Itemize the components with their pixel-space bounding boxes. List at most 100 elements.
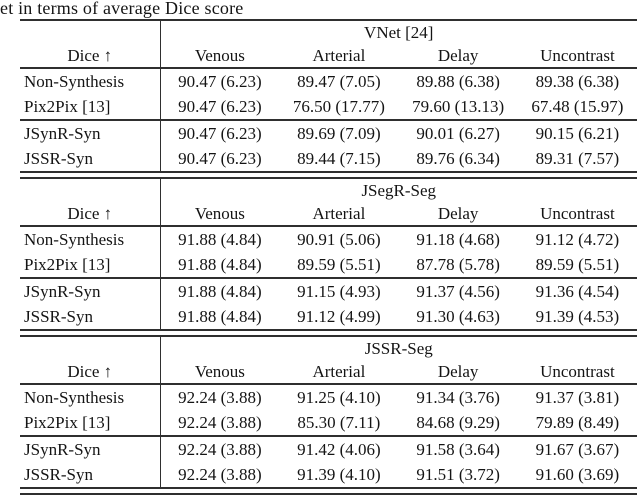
value-cell: 91.88 (4.84)	[178, 281, 262, 301]
value-cell: 91.58 (3.64)	[416, 439, 500, 459]
table-row: Non-Synthesis 92.24 (3.88) 91.25 (4.10) …	[20, 384, 637, 410]
value-cell: 92.24 (3.88)	[178, 439, 262, 459]
value-cell: 84.68 (9.29)	[398, 410, 518, 437]
value-cell: 91.51 (3.72)	[416, 464, 500, 484]
row-label: JSSR-Syn	[20, 304, 161, 330]
row-label: JSSR-Syn	[20, 146, 161, 172]
row-label: Pix2Pix [13]	[20, 94, 161, 121]
value-cell: 89.88 (6.38)	[416, 71, 500, 91]
value-cell: 92.24 (3.88)	[160, 410, 280, 437]
row-label: Non-Synthesis	[20, 226, 161, 252]
col-header-arterial: Arterial	[279, 360, 399, 385]
row-label: JSynR-Syn	[20, 120, 161, 146]
value-cell: 90.91 (5.06)	[297, 229, 381, 249]
value-cell: 90.01 (6.27)	[416, 123, 500, 143]
table-row: JSSR-Syn 92.24 (3.88) 91.39 (4.10) 91.51…	[20, 462, 637, 488]
value-cell: 91.15 (4.93)	[297, 281, 381, 301]
value-cell: 92.24 (3.88)	[178, 387, 262, 407]
section-header-spacer	[20, 336, 161, 360]
section-title: VNet [24]	[364, 22, 434, 42]
value-cell: 90.47 (6.23)	[160, 94, 280, 121]
value-cell: 87.78 (5.78)	[398, 252, 518, 279]
value-cell: 89.76 (6.34)	[416, 148, 500, 168]
dice-header-label: Dice ↑	[20, 202, 161, 227]
value-cell: 91.34 (3.76)	[416, 387, 500, 407]
col-header-uncontrast: Uncontrast	[517, 360, 637, 385]
table-section-vnet: VNet [24] Dice ↑ Venous Arterial Delay U…	[20, 19, 637, 173]
table-row: Non-Synthesis 90.47 (6.23) 89.47 (7.05) …	[20, 68, 637, 94]
section-header-row: VNet [24]	[20, 20, 637, 44]
value-cell: 79.89 (8.49)	[517, 410, 637, 437]
value-cell: 91.25 (4.10)	[297, 387, 381, 407]
table-row: Pix2Pix [13] 92.24 (3.88) 85.30 (7.11) 8…	[20, 410, 637, 437]
value-cell: 91.36 (4.54)	[535, 281, 620, 301]
paper-caption-fragment: et in terms of average Dice score	[0, 0, 244, 18]
value-cell: 91.37 (3.81)	[535, 387, 620, 407]
column-header-row: Dice ↑ Venous Arterial Delay Uncontrast	[20, 202, 637, 227]
value-cell: 90.47 (6.23)	[178, 148, 262, 168]
row-label: Non-Synthesis	[20, 68, 161, 94]
table-row: JSSR-Syn 90.47 (6.23) 89.44 (7.15) 89.76…	[20, 146, 637, 172]
section-header-row: JSegR-Seg	[20, 178, 637, 202]
row-label: Pix2Pix [13]	[20, 410, 161, 437]
section-header-row: JSSR-Seg	[20, 336, 637, 360]
dice-header-label: Dice ↑	[20, 360, 161, 385]
value-cell: 91.18 (4.68)	[416, 229, 500, 249]
section-header-spacer	[20, 20, 161, 44]
value-cell: 89.31 (7.57)	[535, 148, 620, 168]
value-cell: 90.15 (6.21)	[535, 123, 620, 143]
value-cell: 76.50 (17.77)	[279, 94, 399, 121]
value-cell: 89.38 (6.38)	[535, 71, 620, 91]
table-row: Non-Synthesis 91.88 (4.84) 90.91 (5.06) …	[20, 226, 637, 252]
section-title: JSSR-Seg	[364, 338, 433, 358]
col-header-delay: Delay	[398, 360, 518, 385]
col-header-venous: Venous	[160, 360, 280, 385]
value-cell: 89.59 (5.51)	[279, 252, 399, 279]
dice-header-label: Dice ↑	[20, 44, 161, 69]
table-row: JSynR-Syn 91.88 (4.84) 91.15 (4.93) 91.3…	[20, 278, 637, 304]
value-cell: 91.12 (4.99)	[297, 306, 381, 326]
col-header-uncontrast: Uncontrast	[517, 202, 637, 227]
table-section-jsegr-seg: JSegR-Seg Dice ↑ Venous Arterial Delay U…	[20, 177, 637, 331]
value-cell: 91.39 (4.10)	[297, 464, 381, 484]
col-header-delay: Delay	[398, 44, 518, 69]
value-cell: 91.39 (4.53)	[535, 306, 620, 326]
table-row: JSynR-Syn 90.47 (6.23) 89.69 (7.09) 90.0…	[20, 120, 637, 146]
col-header-arterial: Arterial	[279, 202, 399, 227]
col-header-arterial: Arterial	[279, 44, 399, 69]
section-header-spacer	[20, 178, 161, 202]
value-cell: 91.88 (4.84)	[178, 229, 262, 249]
value-cell: 79.60 (13.13)	[398, 94, 518, 121]
value-cell: 89.59 (5.51)	[517, 252, 637, 279]
value-cell: 90.47 (6.23)	[178, 123, 262, 143]
col-header-uncontrast: Uncontrast	[517, 44, 637, 69]
row-label: Pix2Pix [13]	[20, 252, 161, 279]
value-cell: 91.88 (4.84)	[160, 252, 280, 279]
value-cell: 85.30 (7.11)	[279, 410, 399, 437]
value-cell: 91.60 (3.69)	[535, 464, 620, 484]
table-section-jssr-seg: JSSR-Seg Dice ↑ Venous Arterial Delay Un…	[20, 335, 637, 489]
col-header-delay: Delay	[398, 202, 518, 227]
table-row: JSSR-Syn 91.88 (4.84) 91.12 (4.99) 91.30…	[20, 304, 637, 330]
row-label: JSynR-Syn	[20, 278, 161, 304]
row-label: JSynR-Syn	[20, 436, 161, 462]
col-header-venous: Venous	[160, 202, 280, 227]
value-cell: 89.47 (7.05)	[297, 71, 381, 91]
value-cell: 90.47 (6.23)	[178, 71, 262, 91]
value-cell: 92.24 (3.88)	[178, 464, 262, 484]
table-row: Pix2Pix [13] 91.88 (4.84) 89.59 (5.51) 8…	[20, 252, 637, 279]
value-cell: 89.69 (7.09)	[297, 123, 381, 143]
row-label: Non-Synthesis	[20, 384, 161, 410]
table-row: Pix2Pix [13] 90.47 (6.23) 76.50 (17.77) …	[20, 94, 637, 121]
value-cell: 91.67 (3.67)	[535, 439, 620, 459]
value-cell: 67.48 (15.97)	[517, 94, 637, 121]
value-cell: 91.30 (4.63)	[416, 306, 500, 326]
value-cell: 91.88 (4.84)	[178, 306, 262, 326]
value-cell: 91.12 (4.72)	[535, 229, 620, 249]
col-header-venous: Venous	[160, 44, 280, 69]
dice-results-table: VNet [24] Dice ↑ Venous Arterial Delay U…	[20, 19, 637, 495]
value-cell: 91.42 (4.06)	[297, 439, 381, 459]
value-cell: 89.44 (7.15)	[297, 148, 381, 168]
row-label: JSSR-Syn	[20, 462, 161, 488]
table-row: JSynR-Syn 92.24 (3.88) 91.42 (4.06) 91.5…	[20, 436, 637, 462]
